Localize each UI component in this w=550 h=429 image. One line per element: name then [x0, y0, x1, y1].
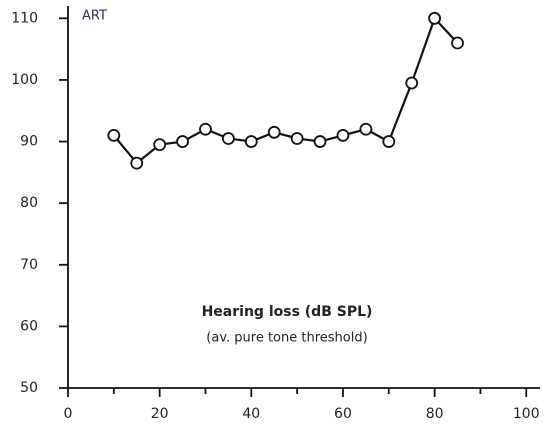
x-axis-label: Hearing loss (dB SPL) — [202, 304, 373, 320]
x-tick-label: 100 — [513, 406, 540, 422]
data-point — [428, 11, 442, 25]
data-point — [107, 128, 121, 142]
data-point — [405, 76, 419, 90]
y-tick-label: 110 — [11, 10, 38, 26]
data-point — [451, 36, 464, 50]
y-tick-label: 60 — [20, 318, 38, 334]
data-point — [313, 135, 327, 148]
data-point — [267, 125, 281, 139]
x-axis-note: (av. pure tone threshold) — [206, 331, 367, 346]
data-point — [153, 138, 167, 152]
x-tick-label: 40 — [242, 406, 260, 422]
y-tick-label: 80 — [20, 195, 38, 211]
x-tick-label: 0 — [64, 406, 73, 422]
y-axis-label: ART — [82, 9, 107, 24]
x-tick-label: 20 — [151, 406, 169, 422]
x-tick-label: 60 — [334, 406, 352, 422]
data-point — [130, 156, 144, 170]
data-point — [199, 122, 212, 136]
data-point — [382, 135, 396, 148]
data-line — [112, 16, 459, 165]
data-point — [359, 122, 373, 136]
y-tick-label: 50 — [20, 380, 38, 396]
data-point — [290, 132, 304, 145]
x-tick-label: 80 — [426, 406, 444, 422]
y-tick-label: 70 — [20, 257, 38, 273]
data-point — [176, 135, 189, 148]
data-point — [221, 132, 235, 145]
data-point — [336, 128, 350, 142]
y-tick-label: 100 — [11, 72, 38, 88]
y-tick-label: 90 — [20, 134, 38, 150]
data-point — [244, 135, 258, 148]
